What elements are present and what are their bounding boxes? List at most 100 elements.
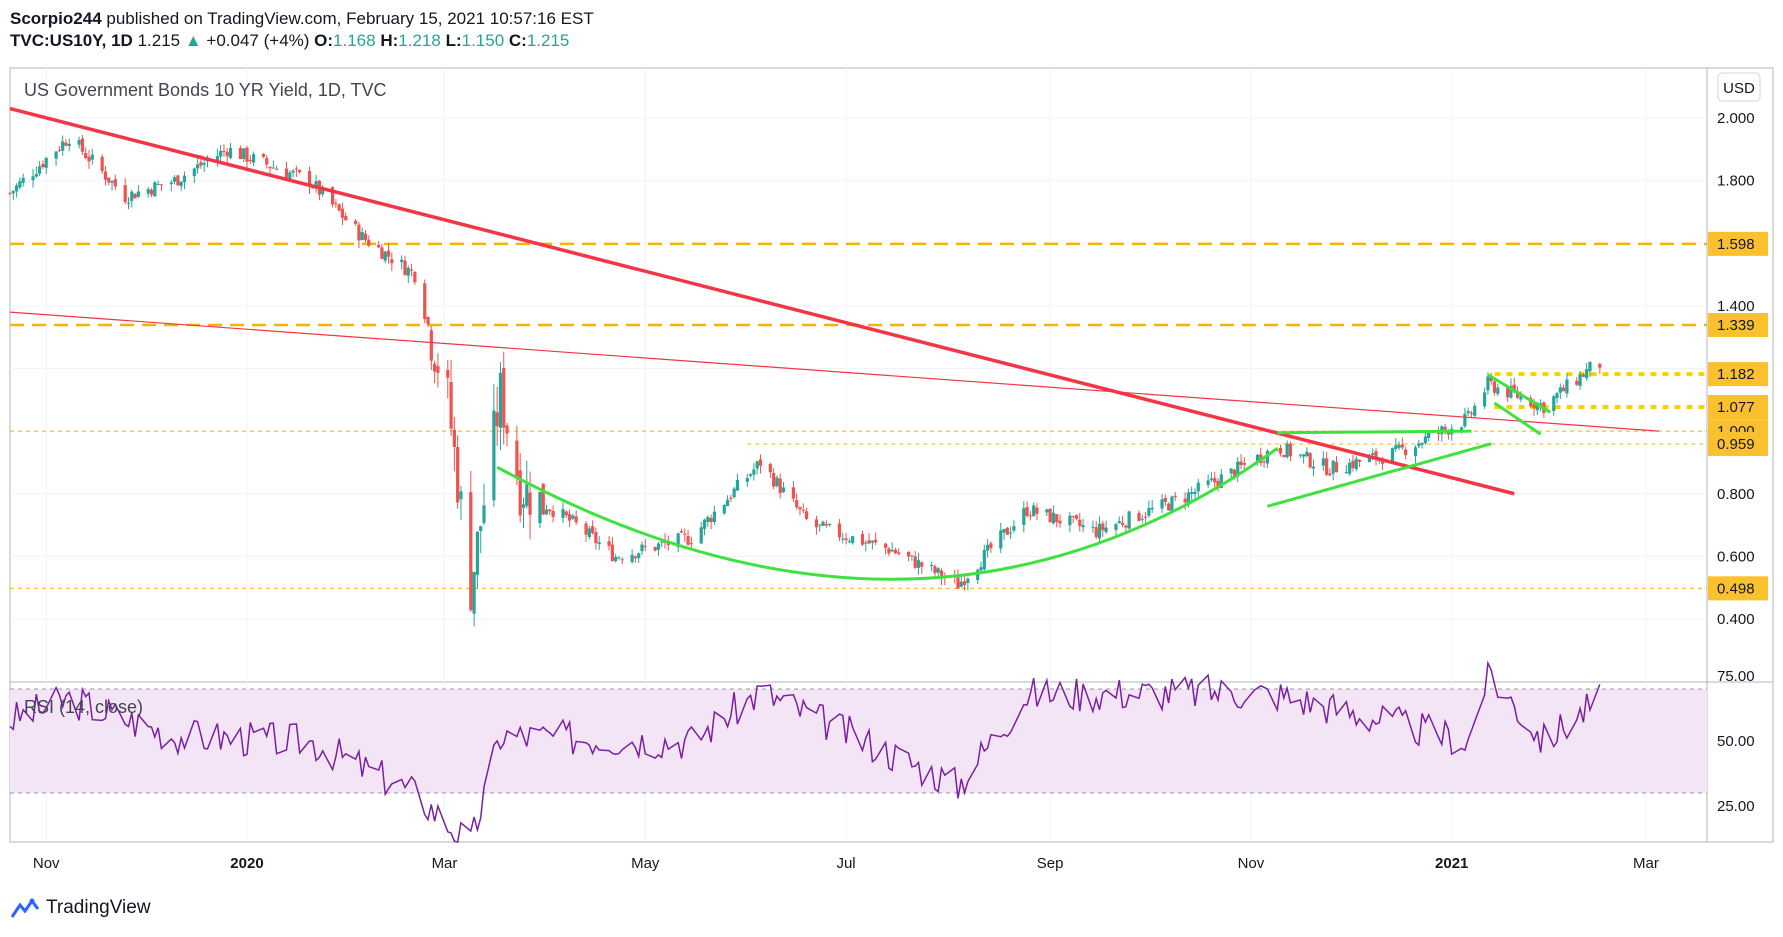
candle-body	[686, 536, 690, 545]
candle	[182, 171, 187, 190]
candle	[8, 191, 12, 196]
candle-body	[1423, 436, 1427, 444]
candle	[123, 178, 127, 205]
candle	[459, 485, 463, 520]
candle	[1413, 445, 1418, 464]
candle-body	[781, 487, 786, 493]
candle	[722, 504, 726, 515]
candle-body	[936, 568, 940, 573]
candle-body	[156, 183, 160, 185]
candle	[620, 557, 624, 565]
candle	[31, 168, 35, 188]
price-tag: 0.498	[1708, 576, 1768, 601]
candle	[897, 548, 901, 556]
candle-body	[337, 204, 341, 211]
candle-body	[1357, 459, 1362, 462]
candle-body	[1509, 385, 1513, 398]
candle-body	[1486, 376, 1490, 391]
candle	[584, 521, 588, 542]
candle	[640, 541, 644, 556]
candle	[1552, 394, 1556, 416]
candle-body	[215, 156, 219, 163]
candle	[34, 166, 38, 179]
price-tag: 1.182	[1708, 362, 1768, 387]
rsi-line	[9, 660, 1601, 844]
candle	[699, 522, 703, 545]
candle	[1463, 407, 1467, 429]
low-label: L:	[445, 31, 462, 50]
candle-body	[44, 157, 48, 168]
candle-body	[452, 429, 456, 447]
candle-body	[1420, 443, 1424, 445]
candle	[818, 524, 822, 532]
candle-body	[1265, 450, 1269, 464]
author-name[interactable]: Scorpio244	[10, 9, 102, 28]
candle	[1321, 451, 1325, 471]
candle	[172, 175, 177, 185]
candle-body	[1229, 468, 1233, 474]
candle-body	[887, 548, 891, 554]
candle-body	[38, 166, 42, 174]
rsi-tick-label: 75.00	[1717, 668, 1755, 685]
candle	[551, 505, 555, 523]
candle	[1101, 520, 1105, 537]
candle	[1022, 500, 1026, 533]
candle	[1097, 516, 1102, 545]
candle	[265, 154, 269, 169]
candle	[169, 179, 173, 192]
candle-body	[1506, 385, 1510, 398]
candle-body	[153, 182, 157, 197]
candle-body	[482, 505, 486, 523]
candle-body	[1305, 451, 1309, 456]
candle-body	[505, 425, 509, 434]
candle-body	[436, 366, 440, 373]
candle-body	[976, 569, 980, 581]
candle-body	[630, 554, 634, 563]
candle-body	[130, 191, 134, 201]
candle	[1581, 372, 1585, 377]
candle-body	[1489, 377, 1493, 382]
candle-body	[656, 543, 661, 550]
candle-body	[159, 184, 164, 186]
price-tag-label: 1.598	[1717, 236, 1755, 253]
low-value: 1.150	[461, 31, 505, 50]
candle-body	[100, 156, 104, 171]
candle-body	[1417, 443, 1421, 447]
candle	[528, 471, 532, 540]
candle	[1394, 438, 1398, 452]
candle	[986, 539, 990, 558]
candle	[525, 460, 529, 509]
open-label: O:	[314, 31, 334, 50]
candle	[367, 235, 371, 248]
candle-body	[1371, 453, 1375, 456]
candle-body	[330, 187, 335, 205]
candle	[1055, 514, 1059, 528]
candle-body	[890, 549, 894, 552]
candle-body	[758, 459, 763, 466]
candle	[1483, 387, 1487, 409]
candle-body	[1374, 451, 1378, 460]
candle	[100, 154, 104, 174]
candle	[1163, 494, 1167, 506]
candle-body	[123, 185, 127, 203]
candle	[298, 169, 302, 174]
candle-body	[469, 492, 473, 611]
candle-body	[1285, 443, 1289, 458]
candle	[1558, 383, 1562, 399]
candle	[749, 472, 753, 478]
candle-body	[587, 528, 591, 537]
candle	[732, 486, 736, 499]
candle	[136, 184, 140, 198]
candle-body	[1562, 387, 1566, 392]
candle-body	[591, 526, 595, 533]
candle	[1565, 373, 1569, 398]
candle	[821, 520, 825, 527]
candle	[413, 270, 417, 285]
triangle-lower	[1266, 442, 1492, 508]
candle-body	[1519, 396, 1523, 400]
open-value: 1.168	[333, 31, 376, 50]
candle	[801, 503, 805, 514]
candle	[966, 576, 970, 591]
currency-button[interactable]: USD	[1717, 72, 1761, 102]
